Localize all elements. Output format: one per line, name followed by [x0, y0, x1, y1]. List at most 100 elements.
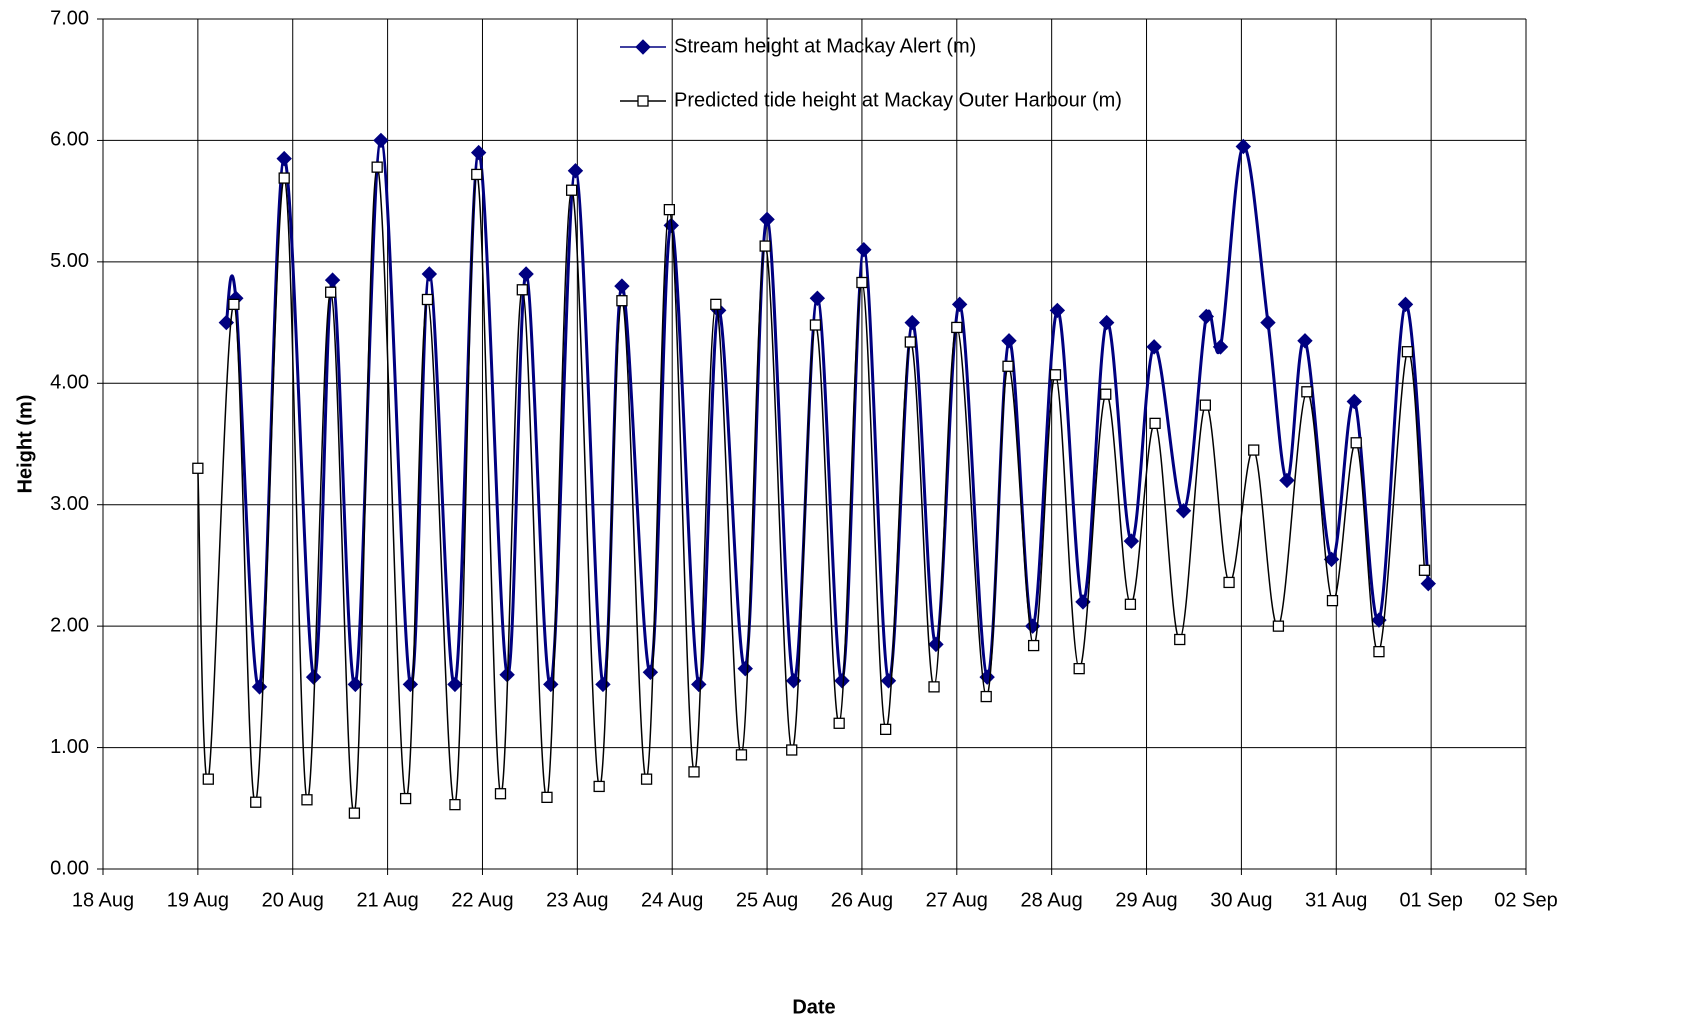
x-tick-label: 18 Aug [72, 889, 134, 911]
marker [1326, 594, 1339, 607]
x-tick-label: 23 Aug [546, 889, 608, 911]
marker [688, 766, 700, 778]
marker [1397, 296, 1414, 313]
marker [1049, 302, 1066, 319]
marker [251, 679, 268, 695]
marker [1350, 437, 1362, 449]
marker [1323, 551, 1340, 568]
marker [595, 676, 611, 693]
y-tick-label: 5.00 [50, 250, 89, 272]
marker [880, 723, 892, 736]
marker [447, 676, 463, 693]
marker [735, 749, 748, 761]
y-tick-label: 4.00 [50, 372, 89, 394]
marker [710, 298, 722, 311]
marker [276, 150, 292, 167]
marker [1124, 598, 1137, 610]
marker [518, 266, 534, 282]
marker [1418, 564, 1431, 576]
marker [1248, 444, 1260, 456]
marker [1073, 662, 1085, 675]
marker [904, 336, 916, 348]
marker [1199, 399, 1212, 411]
marker [421, 293, 434, 306]
legend-label: Stream height at Mackay Alert (m) [674, 35, 976, 57]
x-tick-label: 22 Aug [451, 889, 513, 911]
marker [1098, 314, 1115, 331]
y-axis-label: Height (m) [14, 395, 36, 494]
marker [1174, 633, 1186, 646]
marker [640, 773, 653, 785]
marker [471, 168, 483, 181]
marker [305, 669, 322, 685]
marker [928, 636, 944, 653]
marker [1279, 472, 1295, 489]
x-tick-label: 02 Sep [1494, 889, 1557, 911]
marker [1146, 339, 1162, 355]
marker [616, 295, 628, 307]
marker [402, 676, 419, 693]
marker [373, 132, 389, 149]
marker [1272, 620, 1285, 632]
marker [371, 161, 383, 173]
marker [1027, 639, 1040, 652]
x-axis-label: Date [792, 996, 835, 1018]
x-tick-label: 26 Aug [831, 889, 893, 911]
x-tick-label: 21 Aug [356, 889, 418, 911]
marker [980, 690, 992, 703]
marker [1100, 388, 1112, 400]
marker [1373, 645, 1385, 658]
marker [567, 163, 584, 179]
marker [904, 314, 920, 331]
marker [737, 660, 753, 677]
marker [1198, 308, 1215, 325]
y-tick-label: 1.00 [50, 736, 89, 758]
marker [1123, 533, 1140, 549]
marker [541, 791, 553, 804]
marker [809, 290, 826, 306]
x-tick-label: 25 Aug [736, 889, 798, 911]
marker [449, 798, 461, 811]
marker [1420, 575, 1436, 592]
marker [856, 276, 868, 289]
marker [759, 211, 775, 228]
marker [1175, 503, 1192, 519]
marker [834, 673, 850, 689]
marker [1049, 369, 1062, 381]
marker [880, 673, 897, 689]
marker [324, 272, 341, 288]
marker [1301, 386, 1313, 398]
marker [228, 298, 240, 311]
x-tick-label: 30 Aug [1210, 889, 1272, 911]
marker [1401, 346, 1414, 358]
marker [1235, 138, 1252, 155]
marker [833, 717, 845, 729]
marker [691, 676, 707, 693]
marker [565, 184, 578, 196]
y-tick-label: 0.00 [50, 857, 89, 879]
marker [928, 681, 940, 693]
x-tick-label: 01 Sep [1399, 889, 1462, 911]
marker [202, 773, 214, 785]
marker [470, 144, 487, 161]
marker [1346, 393, 1362, 410]
marker [951, 296, 968, 313]
marker [593, 780, 605, 793]
legend-label: Predicted tide height at Mackay Outer Ha… [674, 89, 1122, 111]
legend-marker [637, 95, 649, 107]
marker [642, 664, 659, 680]
marker [399, 792, 412, 805]
marker [1149, 417, 1161, 430]
marker [759, 240, 771, 252]
marker [663, 203, 676, 216]
series-line [197, 166, 1426, 814]
marker [348, 807, 361, 819]
marker [516, 284, 528, 296]
marker [192, 462, 204, 474]
marker [421, 266, 438, 282]
y-tick-label: 6.00 [50, 129, 89, 151]
marker [1223, 576, 1235, 589]
marker [301, 794, 313, 806]
